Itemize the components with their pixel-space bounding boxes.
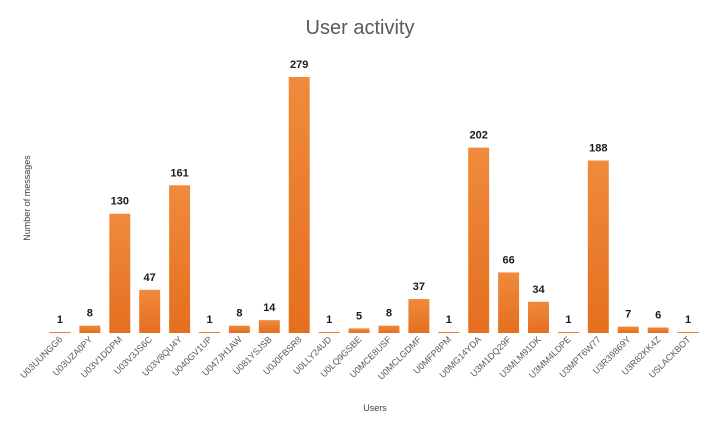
- data-label-u0j0fbsr8: 279: [290, 59, 308, 71]
- y-axis-title: Number of messages: [22, 155, 32, 241]
- data-label-u0mg14yda: 202: [470, 130, 488, 142]
- bar-u03uungg6: [49, 332, 71, 333]
- data-label-u3m1dq29f: 66: [502, 254, 514, 266]
- x-tick-labels: U03UUNGG6U03UZA0PYU03V1DDPMU03V3JS6CU03V…: [18, 334, 692, 382]
- bar-u040gv1up: [199, 332, 220, 333]
- data-label-u0mclgdmf: 37: [413, 281, 425, 293]
- bar-u0mce8usf: [378, 325, 400, 333]
- data-label-u0mfp8pm: 1: [446, 314, 452, 326]
- bar-u03v1ddpm: [109, 213, 131, 333]
- data-labels: 1 8 130 47 161 1 8 14 279 1 5 8 37 1 202 66 34 1 188 7 6 1: [57, 59, 691, 326]
- data-label-u040gv1up: 1: [206, 314, 212, 326]
- bar-u3r39869y: [617, 326, 639, 333]
- bar-u0j0fbsr8: [288, 77, 310, 333]
- chart-title: User activity: [306, 17, 415, 39]
- data-label-u0mce8usf: 8: [386, 308, 392, 320]
- bar-u03v8qu4y: [169, 185, 191, 333]
- data-label-u03uza0py: 8: [87, 308, 93, 320]
- bar-u0mg14yda: [468, 147, 490, 333]
- data-label-u03v3js6c: 47: [144, 272, 156, 284]
- data-label-u03v8qu4y: 161: [170, 167, 188, 179]
- data-label-u0lq9gsbe: 5: [356, 310, 362, 322]
- x-axis-title: Users: [363, 403, 387, 413]
- bar-u03v3js6c: [139, 289, 161, 333]
- data-label-u3r39869y: 7: [625, 309, 631, 321]
- bar-u3r82kk4z: [647, 327, 669, 333]
- bar-u3mpt6w77: [587, 160, 609, 333]
- bar-u0lly24ud: [318, 332, 340, 333]
- data-label-u03uungg6: 1: [57, 314, 63, 326]
- data-label-u0lly24ud: 1: [326, 314, 332, 326]
- bar-uslackbot: [677, 332, 699, 333]
- data-label-u3mlm91dk: 34: [532, 284, 545, 296]
- data-label-u3mm4ldpe: 1: [565, 314, 571, 326]
- bar-u0mfp8pm: [438, 332, 460, 333]
- data-label-u3mpt6w77: 188: [589, 143, 607, 155]
- bar-u0lq9gsbe: [348, 328, 370, 333]
- bar-u3mm4ldpe: [557, 332, 579, 333]
- bar-series: [49, 77, 699, 333]
- bar-u047jh1aw: [228, 325, 250, 333]
- data-label-u3r82kk4z: 6: [655, 309, 661, 321]
- bar-u3m1dq29f: [498, 272, 520, 333]
- data-label-uslackbot: 1: [685, 314, 691, 326]
- data-label-u03v1ddpm: 130: [111, 196, 129, 208]
- bar-u3mlm91dk: [528, 301, 549, 333]
- data-label-u081ysjsb: 14: [263, 302, 276, 314]
- data-label-u047jh1aw: 8: [236, 308, 242, 320]
- bar-u081ysjsb: [258, 320, 280, 333]
- bar-u03uza0py: [79, 325, 101, 333]
- bar-u0mclgdmf: [408, 299, 430, 333]
